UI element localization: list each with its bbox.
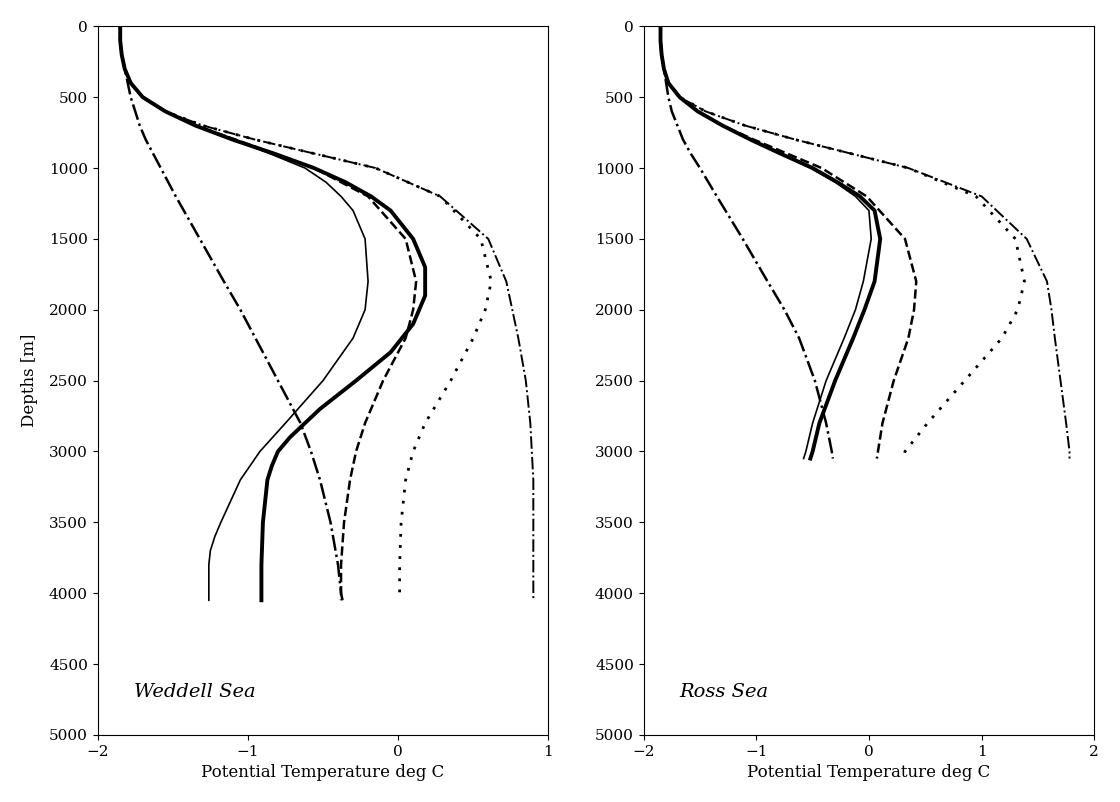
Text: Ross Sea: Ross Sea: [680, 683, 768, 702]
X-axis label: Potential Temperature deg C: Potential Temperature deg C: [747, 764, 990, 781]
Text: Weddell Sea: Weddell Sea: [133, 683, 255, 702]
X-axis label: Potential Temperature deg C: Potential Temperature deg C: [202, 764, 445, 781]
Y-axis label: Depths [m]: Depths [m]: [21, 334, 38, 427]
